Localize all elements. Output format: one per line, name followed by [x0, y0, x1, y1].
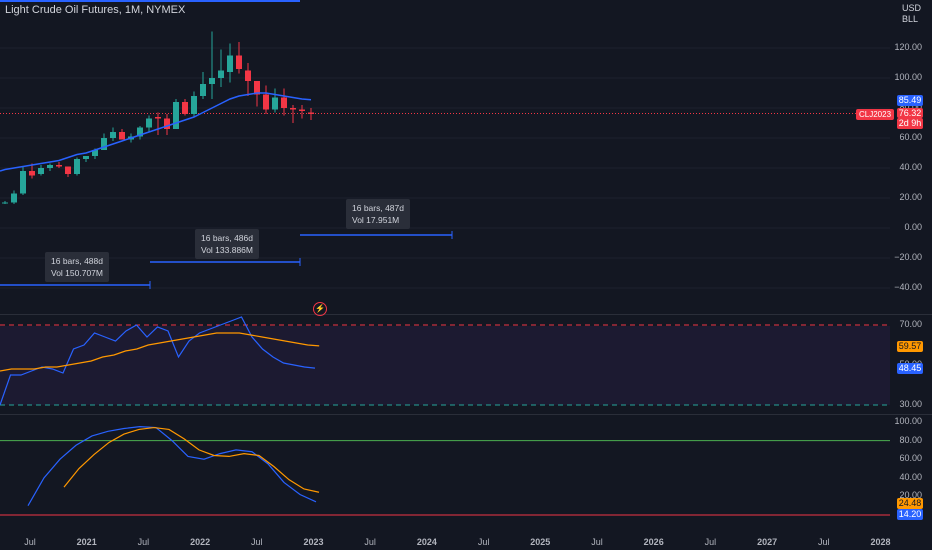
price-axis-label: 20.00 — [899, 192, 922, 202]
stoch-axis-label: 80.00 — [899, 434, 922, 445]
candle-body — [110, 132, 116, 138]
candle-body — [173, 102, 179, 129]
stoch-axis-label: 100.00 — [894, 416, 922, 426]
candle-body — [164, 118, 170, 129]
candle-body — [74, 159, 80, 174]
time-axis-label: 2025 — [530, 537, 551, 547]
time-axis-label: Jul — [251, 537, 263, 547]
candle-body — [92, 150, 98, 156]
candle-body — [29, 171, 35, 176]
tooltip-volume: Vol 133.886M — [201, 245, 253, 255]
time-axis-label: Jul — [818, 537, 830, 547]
candle-body — [290, 108, 296, 110]
price-axis-label: 100.00 — [894, 72, 922, 82]
candle-body — [65, 166, 71, 174]
candle-body — [11, 193, 17, 203]
time-axis-label: 2023 — [303, 537, 324, 547]
time-axis-label: Jul — [477, 537, 490, 547]
time-axis-label: Jul — [24, 537, 36, 547]
stoch-axis-label: 60.00 — [899, 453, 922, 464]
time-axis-label: 2022 — [190, 537, 211, 547]
chart-title: Light Crude Oil Futures, 1M, NYMEX — [5, 4, 186, 16]
candle-body — [56, 165, 62, 167]
tooltip-bars: 16 bars, 486d — [201, 233, 253, 243]
stoch-k-badge: 14.20 — [897, 509, 923, 520]
currency-label: USD — [902, 3, 922, 13]
candle-body — [245, 70, 251, 81]
candle-body — [254, 81, 260, 95]
currency-unit[interactable]: USD BLL — [902, 3, 921, 25]
price-axis-label: 80.00 — [899, 102, 922, 112]
range-tooltip: 16 bars, 488d Vol 150.707M — [45, 252, 109, 282]
rsi-badge: 48.45 — [897, 363, 923, 374]
rsi-ma-line — [0, 332, 320, 372]
time-axis-label: Jul — [591, 537, 603, 547]
price-axis-label: 0.00 — [904, 222, 922, 232]
rsi-axis-label: 70.00 — [899, 319, 922, 329]
time-axis-label: 2027 — [757, 537, 778, 547]
time-axis-label: 2028 — [870, 537, 891, 547]
candle-body — [191, 96, 197, 114]
rsi-line — [0, 316, 316, 406]
price-axis-label: −40.00 — [894, 282, 922, 292]
stoch-k-line — [27, 426, 317, 506]
time-axis-label: 2021 — [76, 537, 97, 547]
candle-body — [218, 70, 224, 78]
pane-separator-stoch[interactable] — [0, 414, 932, 415]
tooltip-bars: 16 bars, 488d — [51, 256, 103, 266]
time-axis-label: 2024 — [416, 537, 437, 547]
candle-body — [20, 171, 26, 194]
range-tooltip: 16 bars, 486d Vol 133.886M — [195, 229, 259, 259]
time-axis-label: Jul — [704, 537, 717, 547]
candle-body — [47, 165, 53, 168]
candle-body — [137, 127, 143, 137]
candle-body — [236, 55, 242, 69]
price-axis-label: −20.00 — [894, 252, 922, 262]
candle-body — [2, 202, 8, 204]
time-axis-label: 2026 — [643, 537, 664, 547]
candle-body — [155, 117, 161, 119]
candle-body — [38, 168, 44, 174]
stoch-axis-label: 20.00 — [899, 490, 922, 501]
price-badge: 76.32 — [897, 108, 923, 118]
candle-body — [83, 156, 89, 159]
ma-badge: 85.49 — [897, 95, 923, 106]
rsi-band — [0, 326, 890, 405]
price-axis-label: 60.00 — [899, 132, 922, 142]
tooltip-bars: 16 bars, 487d — [352, 203, 404, 213]
unit-label: BLL — [902, 14, 919, 24]
tooltip-volume: Vol 150.707M — [51, 268, 103, 278]
moving-average-line — [0, 92, 312, 172]
stoch-d-badge: 24.48 — [897, 498, 923, 509]
candle-body — [281, 97, 287, 108]
price-axis-label: 40.00 — [899, 162, 922, 172]
rsi-ma-badge: 59.57 — [897, 341, 923, 352]
symbol-badge[interactable]: CLJ2023 — [856, 109, 895, 120]
pane-separator-rsi[interactable] — [0, 314, 932, 315]
time-axis-label: Jul — [364, 537, 376, 547]
candle-body — [119, 132, 125, 140]
candle-body — [299, 109, 305, 111]
range-tooltip: 16 bars, 487d Vol 17.951M — [346, 199, 410, 229]
candle-body — [200, 84, 206, 96]
candle-body — [227, 55, 233, 72]
time-axis-label: Jul — [137, 537, 150, 547]
candle-body — [182, 102, 188, 114]
tooltip-volume: Vol 17.951M — [352, 215, 400, 225]
candle-body — [263, 94, 269, 110]
stoch-d-line — [63, 426, 320, 493]
candle-body — [101, 138, 107, 150]
range-line-top — [0, 0, 300, 2]
candle-body — [308, 112, 314, 114]
price-axis-label: 120.00 — [894, 42, 922, 52]
candle-body — [272, 97, 278, 110]
candle-body — [209, 78, 215, 84]
candle-body — [146, 118, 152, 128]
stoch-axis-label: 40.00 — [899, 471, 922, 482]
countdown-badge: 2d 9h — [897, 118, 923, 129]
rsi-axis-label: 30.00 — [899, 399, 922, 409]
alert-bolt-icon[interactable]: ⚡ — [313, 302, 327, 316]
